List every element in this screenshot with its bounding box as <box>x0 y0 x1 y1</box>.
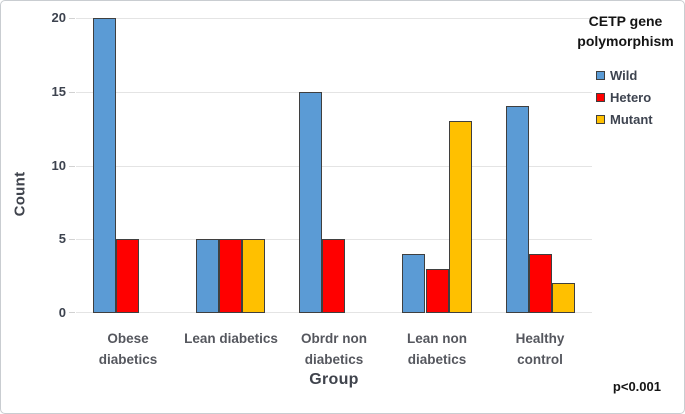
bar-hetero-2 <box>219 239 242 313</box>
bar-wild-1 <box>93 18 116 313</box>
legend-item-hetero: Hetero <box>596 86 684 108</box>
bar-hetero-4 <box>426 269 449 313</box>
y-tick-mark-20 <box>69 18 75 19</box>
x-category-label-line: diabetics <box>407 352 467 367</box>
bar-wild-5 <box>506 106 529 313</box>
legend-item-label-mutant: Mutant <box>610 111 653 127</box>
x-category-label-line: Obrdr non <box>301 331 367 346</box>
p-value-annotation: p<0.001 <box>612 379 661 394</box>
y-tick-mark-0 <box>69 312 75 313</box>
gridline-20 <box>76 18 592 19</box>
legend-title: CETP gene polymorphism <box>569 11 684 51</box>
legend-item-wild: Wild <box>596 64 684 86</box>
legend-items: Wild Hetero Mutant <box>569 64 684 130</box>
hetero-swatch <box>596 92 605 102</box>
bar-wild-3 <box>299 92 322 313</box>
x-category-label-line: Lean non <box>407 331 467 346</box>
y-axis-tick-labels: 0 5 10 15 20 <box>23 10 66 320</box>
x-category-label-line: Healthy <box>515 331 565 346</box>
y-tick-label-15: 15 <box>51 84 66 99</box>
x-category-label-1: Obese diabetics <box>73 328 183 370</box>
x-category-label-line: diabetics <box>98 352 158 367</box>
x-category-label-line: diabetics <box>304 352 364 367</box>
y-tick-label-10: 10 <box>51 158 66 173</box>
bar-mutant-4 <box>449 121 472 313</box>
mutant-swatch <box>596 114 605 124</box>
plot-area <box>69 18 592 313</box>
legend-item-label-hetero: Hetero <box>610 89 652 105</box>
legend-item-label-wild: Wild <box>610 67 638 83</box>
gridline-10 <box>76 166 592 167</box>
bar-hetero-5 <box>529 254 552 313</box>
x-category-label-3: Obrdr non diabetics <box>279 328 389 370</box>
y-tick-mark-15 <box>69 92 75 93</box>
bar-mutant-2 <box>242 239 265 313</box>
x-category-label-5: Healthy control <box>485 328 595 370</box>
x-category-label-line: control <box>517 352 563 367</box>
y-tick-label-20: 20 <box>51 10 66 25</box>
legend-item-mutant: Mutant <box>596 108 684 130</box>
x-axis-category-labels: Obese diabetics Lean diabetics Obrdr non dia… <box>76 328 592 374</box>
bar-hetero-3 <box>322 239 345 313</box>
legend: CETP gene polymorphism Wild Hetero Mutant <box>569 11 684 130</box>
bar-hetero-1 <box>116 239 139 313</box>
x-axis-title: Group <box>309 371 359 388</box>
legend-title-line2: polymorphism <box>577 33 674 49</box>
legend-title-line1: CETP gene <box>588 13 663 29</box>
y-tick-label-0: 0 <box>58 305 66 320</box>
x-category-label-2: Lean diabetics <box>176 328 286 349</box>
y-tick-mark-5 <box>69 239 75 240</box>
gridline-15 <box>76 92 592 93</box>
wild-swatch <box>596 70 605 80</box>
x-category-label-line: Obese <box>107 331 149 346</box>
bar-wild-2 <box>196 239 219 313</box>
y-tick-mark-10 <box>69 166 75 167</box>
bar-wild-4 <box>402 254 425 313</box>
y-tick-label-5: 5 <box>58 231 66 246</box>
x-category-label-4: Lean non diabetics <box>382 328 492 370</box>
x-category-label-line: Lean diabetics <box>184 331 278 346</box>
bar-mutant-5 <box>552 283 575 313</box>
